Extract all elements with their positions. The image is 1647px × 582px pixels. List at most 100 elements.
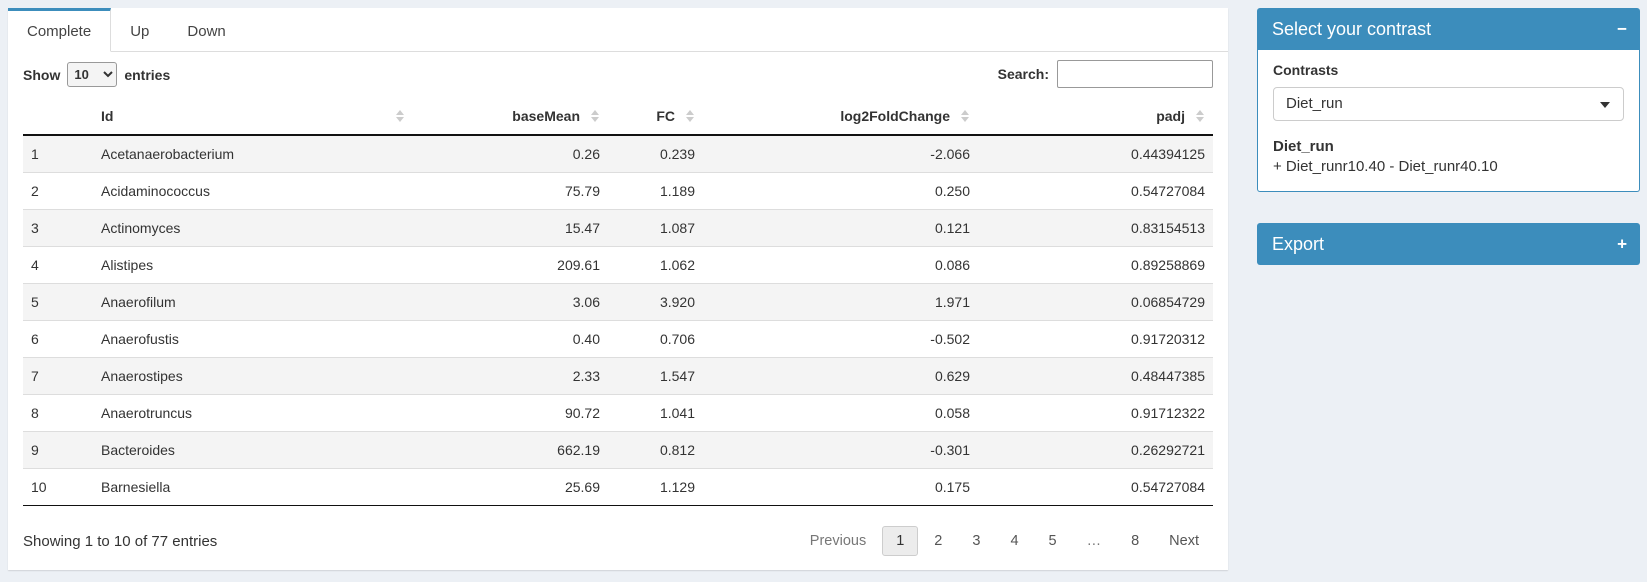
row-id-cell: Alistipes [93,246,413,284]
contrast-select[interactable]: Diet_run [1273,87,1624,121]
page-button-3[interactable]: 3 [972,533,981,549]
tab-bar: Complete Up Down [8,8,1228,52]
page-button-next[interactable]: Next [1169,533,1199,549]
row-id-cell: Anaerofustis [93,320,413,358]
row-index-cell: 1 [31,146,39,162]
page-length-select[interactable]: 10 [67,62,118,87]
col-header-id-label: Id [101,108,114,124]
log2foldchange-cell: 0.121 [703,209,978,247]
page-button-8[interactable]: 8 [1131,533,1140,549]
fc-cell: 1.041 [608,394,703,432]
page-button-4[interactable]: 4 [1010,533,1019,549]
padj-cell: 0.48447385 [978,357,1213,395]
search-input[interactable] [1057,60,1213,88]
basemean-cell: 209.61 [413,246,608,284]
basemean-cell: 0.40 [413,320,608,358]
tab-complete[interactable]: Complete [8,8,112,52]
row-index-cell: 6 [23,320,93,358]
search-control: Search: [998,60,1213,88]
entries-label: entries [124,66,171,83]
tab-up[interactable]: Up [111,8,169,52]
row-id-cell: Actinomyces [93,209,413,247]
page-button-previous: Previous [809,533,867,549]
contrast-box-title: Select your contrast [1272,18,1432,39]
log2foldchange-cell: -0.301 [703,431,978,469]
basemean-cell: 90.72 [413,394,608,432]
table-row[interactable]: 7 Anaerostipes 2.33 1.547 0.629 0.48447385 [23,357,1213,395]
padj-cell: 0.44394125 [1131,146,1205,162]
log2foldchange-cell: 0.175 [703,468,978,506]
row-index-cell: 10 [23,468,93,506]
row-index-cell: 4 [23,246,93,284]
col-header-padj[interactable]: padj [978,98,1213,136]
table-row[interactable]: 10 Barnesiella 25.69 1.129 0.175 0.54727084 [23,468,1213,506]
sort-icon [1196,110,1204,122]
table-row[interactable]: 6 Anaerofustis 0.40 0.706 -0.502 0.91720312 [23,320,1213,358]
pagination: Previous 1 2 3 4 5 … 8 Next [794,526,1213,556]
page-button-1[interactable]: 1 [882,526,919,556]
table-row[interactable]: 5 Anaerofilum 3.06 3.920 1.971 0.06854729 [23,283,1213,321]
log2foldchange-cell: -2.066 [930,146,970,162]
table-row[interactable]: 4 Alistipes 209.61 1.062 0.086 0.89258869 [23,246,1213,284]
padj-cell: 0.89258869 [978,246,1213,284]
table-footer: Showing 1 to 10 of 77 entries Previous 1 2… [8,526,1228,556]
table-row[interactable]: 1 Acetanaerobacterium 0.26 0.239 -2.066 0.443… [23,135,1213,173]
col-header-id[interactable]: Id [93,98,413,136]
col-header-padj-label: padj [1156,108,1185,124]
sort-icon [591,110,599,122]
log2foldchange-cell: 0.629 [703,357,978,395]
col-header-log2foldchange[interactable]: log2FoldChange [703,98,978,136]
table-row[interactable]: 8 Anaerotruncus 90.72 1.041 0.058 0.91712322 [23,394,1213,432]
table-info: Showing 1 to 10 of 77 entries [23,532,218,550]
page-button-5[interactable]: 5 [1048,533,1057,549]
tab-bar-filler [244,8,1228,52]
row-index-cell: 2 [23,172,93,210]
fc-cell: 0.239 [659,146,695,162]
fc-cell: 0.706 [608,320,703,358]
row-id-cell: Anaerotruncus [93,394,413,432]
col-header-fc[interactable]: FC [608,98,703,136]
page-length-control: Show 10 entries [23,62,1213,87]
log2foldchange-cell: 0.086 [703,246,978,284]
log2foldchange-cell: 0.058 [703,394,978,432]
collapse-minus-icon[interactable]: − [1617,19,1627,39]
results-panel: Complete Up Down Show 10 entries Search: [8,8,1228,570]
log2foldchange-cell: -0.502 [703,320,978,358]
row-id-cell: Anaerostipes [93,357,413,395]
fc-cell: 1.062 [608,246,703,284]
table-wrapper: Id baseMean FC log2FoldChange [8,94,1228,506]
table-controls: Show 10 entries Search: [8,52,1228,94]
basemean-cell: 75.79 [413,172,608,210]
export-box: Export + [1257,223,1640,265]
row-id-cell: Acetanaerobacterium [101,146,235,162]
col-header-basemean-label: baseMean [512,108,580,124]
col-header-index [23,98,93,136]
fc-cell: 3.920 [608,283,703,321]
contrasts-label: Contrasts [1273,62,1339,78]
contrast-select-value: Diet_run [1286,95,1343,112]
export-box-header: Export + [1257,223,1640,265]
page-button-2[interactable]: 2 [934,533,943,549]
row-id-cell: Acidaminococcus [93,172,413,210]
contrast-box-body: Contrasts Diet_run Diet_run + Diet_runr1… [1257,50,1640,192]
padj-cell: 0.91720312 [978,320,1213,358]
padj-cell: 0.83154513 [978,209,1213,247]
expand-plus-icon[interactable]: + [1617,234,1627,254]
col-header-basemean[interactable]: baseMean [413,98,608,136]
padj-cell: 0.54727084 [978,172,1213,210]
sort-icon [686,110,694,122]
table-row[interactable]: 2 Acidaminococcus 75.79 1.189 0.250 0.5472708… [23,172,1213,210]
padj-cell: 0.06854729 [978,283,1213,321]
page-button-: … [1086,533,1102,549]
row-id-cell: Anaerofilum [93,283,413,321]
padj-cell: 0.54727084 [978,468,1213,506]
fc-cell: 0.812 [608,431,703,469]
fc-cell: 1.189 [608,172,703,210]
contrast-name: Diet_run [1273,138,1334,155]
sort-icon [396,110,404,122]
table-row[interactable]: 9 Bacteroides 662.19 0.812 -0.301 0.26292721 [23,431,1213,469]
table-row[interactable]: 3 Actinomyces 15.47 1.087 0.121 0.83154513 [23,209,1213,247]
tab-down[interactable]: Down [168,8,245,52]
search-label: Search: [997,66,1049,82]
basemean-cell: 25.69 [413,468,608,506]
